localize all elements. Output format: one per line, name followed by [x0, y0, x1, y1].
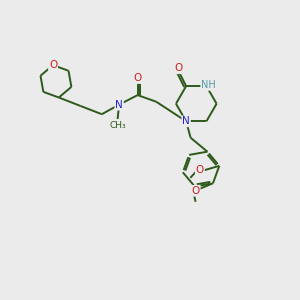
Text: O: O	[175, 63, 183, 73]
Text: O: O	[196, 165, 204, 175]
Text: O: O	[49, 60, 57, 70]
Text: CH₃: CH₃	[109, 121, 126, 130]
Text: NH: NH	[201, 80, 216, 90]
Text: N: N	[182, 116, 190, 126]
Text: O: O	[191, 186, 200, 196]
Text: N: N	[115, 100, 123, 110]
Text: O: O	[134, 73, 142, 83]
